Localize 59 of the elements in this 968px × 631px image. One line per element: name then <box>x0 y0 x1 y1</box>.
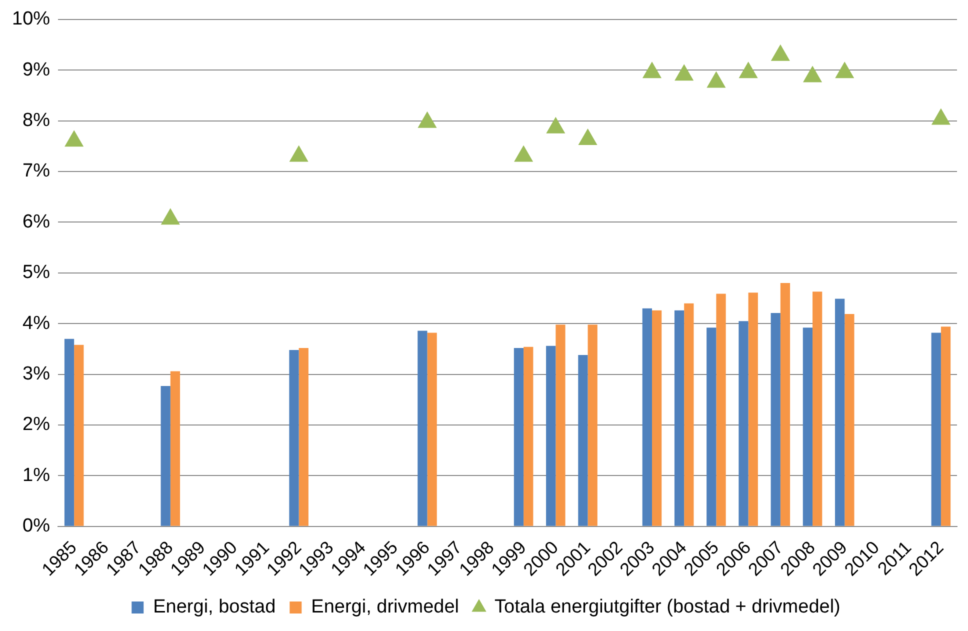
point <box>674 64 694 81</box>
bar <box>64 338 74 526</box>
bar <box>298 348 308 526</box>
bar <box>652 310 662 526</box>
bar <box>738 321 748 526</box>
y-tick-label: 2% <box>22 414 50 436</box>
bar <box>802 328 813 526</box>
y-tick-label: 7% <box>22 160 50 182</box>
point <box>546 116 566 134</box>
bar <box>748 292 758 526</box>
bar <box>940 326 951 526</box>
point <box>835 62 854 78</box>
y-tick-label: 4% <box>22 312 50 334</box>
bar <box>716 294 726 526</box>
y-tick-label: 1% <box>22 464 50 486</box>
legend-label: Energi, drivmedel <box>311 596 459 618</box>
bar <box>578 355 588 526</box>
bar <box>556 324 566 526</box>
y-tick-label: 9% <box>22 59 50 80</box>
legend-label: Energi, bostad <box>153 596 276 618</box>
bar <box>844 314 854 526</box>
bar <box>642 308 652 526</box>
bar <box>514 348 524 526</box>
bar <box>770 312 780 526</box>
legend-label: Totala energiutgifter (bostad + drivmedel) <box>494 596 840 618</box>
point <box>738 62 758 78</box>
bar <box>170 371 180 526</box>
bar <box>674 310 684 526</box>
y-tick-label: 10% <box>12 8 50 30</box>
point <box>642 62 662 78</box>
bar <box>160 386 170 526</box>
point <box>514 145 534 162</box>
bar <box>834 298 845 526</box>
point <box>578 128 598 146</box>
point <box>418 111 437 128</box>
point <box>931 108 950 125</box>
point <box>770 44 790 61</box>
bar <box>684 303 694 526</box>
point <box>706 71 726 88</box>
point <box>64 130 84 147</box>
point <box>160 208 180 225</box>
bar <box>289 350 299 526</box>
bar <box>780 283 790 526</box>
y-tick-label: 3% <box>22 364 50 385</box>
bar <box>524 346 534 526</box>
point <box>289 145 308 162</box>
bar <box>931 332 941 526</box>
y-tick-label: 0% <box>22 516 50 537</box>
point <box>802 66 822 82</box>
bar <box>74 344 84 526</box>
bar <box>812 292 822 526</box>
y-tick-label: 5% <box>22 262 50 284</box>
bar <box>588 324 598 526</box>
y-tick-label: 8% <box>22 110 50 132</box>
bar <box>427 332 437 526</box>
y-tick-label: 6% <box>22 211 50 232</box>
bar <box>706 328 716 526</box>
bar <box>418 330 428 526</box>
bar <box>546 346 556 526</box>
